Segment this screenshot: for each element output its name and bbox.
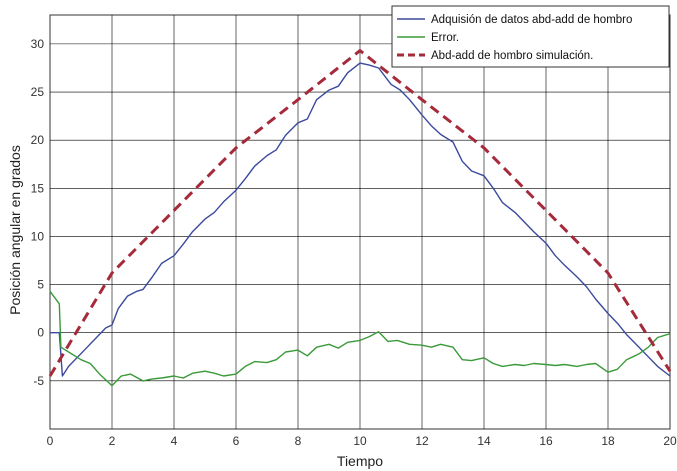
y-axis-label: Posición angular en grados <box>7 145 23 315</box>
x-tick-label: 2 <box>109 434 116 448</box>
series-line-simulacion <box>48 49 672 377</box>
legend-label-simulacion: Abd-add de hombro simulación. <box>431 50 593 62</box>
x-tick-label: 12 <box>415 434 429 448</box>
x-tick-label: 10 <box>353 434 367 448</box>
x-tick-label: 4 <box>171 434 178 448</box>
x-tick-label: 20 <box>663 434 677 448</box>
x-tick-label: 8 <box>295 434 302 448</box>
y-tick-label: -5 <box>33 374 44 388</box>
y-tick-label: 5 <box>37 278 44 292</box>
x-tick-label: 0 <box>47 434 54 448</box>
series-line-adquisicion <box>50 62 671 377</box>
x-axis-label: Tiempo <box>337 453 383 469</box>
y-tick-label: 10 <box>31 229 45 243</box>
x-tick-label: 6 <box>233 434 240 448</box>
y-tick-label: 20 <box>31 133 45 147</box>
grid-lines <box>50 15 670 429</box>
y-tick-label: 15 <box>31 181 45 195</box>
x-tick-labels: 0 2 4 6 8 10 12 14 16 18 20 <box>47 434 677 448</box>
y-tick-label: 30 <box>31 37 45 51</box>
y-tick-label: 0 <box>37 326 44 340</box>
x-tick-label: 18 <box>601 434 615 448</box>
legend-label-adquisicion: Adquisión de datos abd-add de hombro <box>431 14 632 26</box>
x-tick-label: 14 <box>477 434 491 448</box>
y-tick-labels: -5 0 5 10 15 20 25 30 <box>31 37 45 388</box>
series-lines <box>48 49 672 387</box>
y-tick-label: 25 <box>31 85 45 99</box>
series-line-error <box>49 290 671 387</box>
legend-box <box>391 5 670 68</box>
legend-label-error: Error. <box>431 32 459 44</box>
legend: Adquisión de datos abd-add de hombro Err… <box>391 5 670 68</box>
x-tick-label: 16 <box>539 434 553 448</box>
